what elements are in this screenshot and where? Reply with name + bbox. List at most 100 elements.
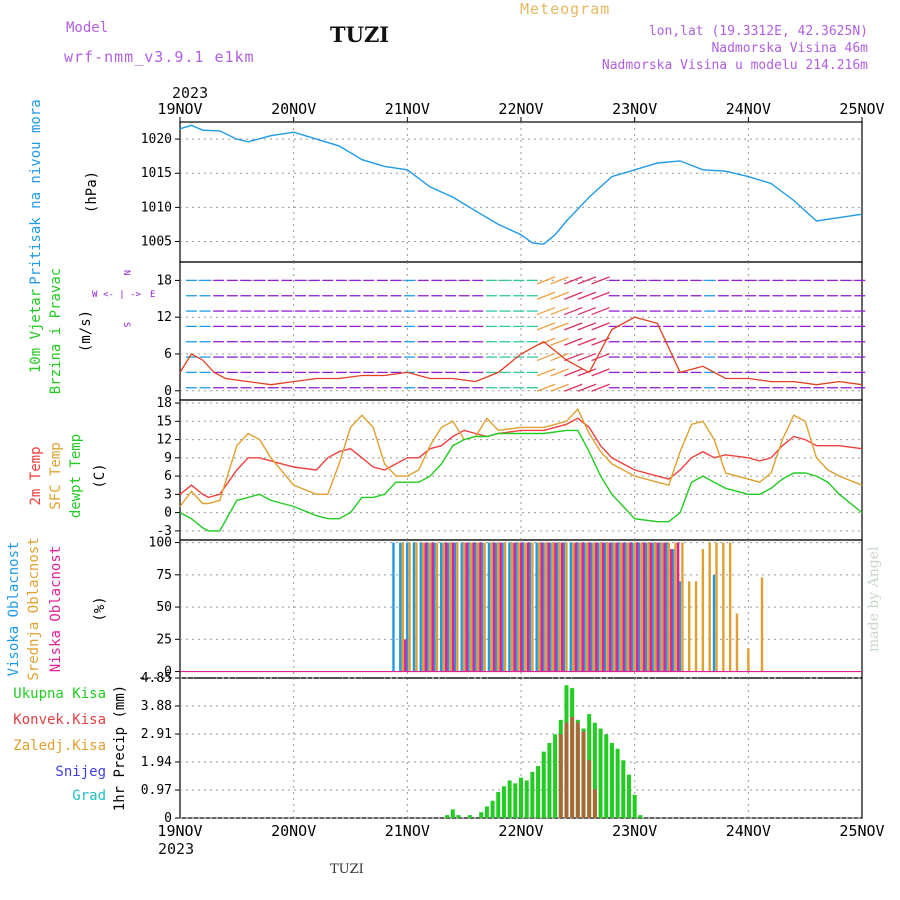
wind-barb <box>564 322 583 331</box>
cloud-bar <box>424 542 427 672</box>
cloud-bar <box>445 542 448 672</box>
precip-bar <box>598 728 603 818</box>
wind-barb <box>577 352 597 362</box>
cloud-bar <box>399 542 402 672</box>
cloud-bar <box>640 542 643 672</box>
cloud-bar <box>547 542 550 672</box>
wind-barb <box>536 291 556 300</box>
cloud-bar <box>521 542 525 672</box>
cloud-bar <box>569 542 572 672</box>
wind-barb <box>564 291 583 300</box>
precip-legend-item: Ukupna Kisa <box>13 686 106 702</box>
precip-bar <box>456 815 461 818</box>
cloud-bar <box>663 542 666 672</box>
cloud-bar <box>492 542 496 672</box>
cloud-bar <box>653 542 657 672</box>
precip-bar <box>536 766 541 818</box>
precip-bar <box>450 809 455 818</box>
cloud-bar <box>601 542 605 672</box>
cloud-bar <box>422 542 425 672</box>
wind-speed-line <box>179 316 863 386</box>
wind-barb <box>577 276 597 285</box>
temp-sfc-line <box>179 407 863 507</box>
cloud-bar <box>565 542 568 672</box>
cloud-bar <box>735 613 739 672</box>
wind-barb <box>536 368 556 377</box>
date-label-bottom: 21NOV <box>385 822 430 840</box>
cloud-bar <box>647 542 650 672</box>
date-label-top: 22NOV <box>498 100 543 118</box>
cloud-bar <box>588 542 591 672</box>
cloud-bar <box>435 542 439 672</box>
wind-barb <box>550 322 569 331</box>
y-tick-label: 9 <box>164 451 172 466</box>
cloud-bar <box>624 542 627 672</box>
cloud-bar <box>531 542 534 672</box>
date-label-top: 25NOV <box>839 100 884 118</box>
wind-barbs <box>185 276 866 392</box>
cloud-bar <box>619 542 623 672</box>
precip-bar <box>530 771 535 818</box>
cloud-bar <box>760 577 764 672</box>
cloud-bar <box>460 542 463 672</box>
cloud-bar <box>520 542 523 672</box>
cloud-bar <box>549 542 552 672</box>
cloud-bar <box>467 542 470 672</box>
cloud-bar <box>558 542 561 672</box>
cloud-bar <box>405 542 409 672</box>
y-tick-label: 0 <box>164 665 172 680</box>
cloud-bar <box>508 542 511 672</box>
cloud-bar <box>510 542 514 672</box>
cloud-bar <box>497 542 500 672</box>
y-tick-label: 0 <box>164 506 172 521</box>
precip-legend-item: Konvek.Kisa <box>13 712 106 728</box>
cloud-bar <box>688 581 691 672</box>
y-tick-label: 6 <box>164 469 172 484</box>
panel-frame <box>179 121 863 263</box>
y-tick-label: 12 <box>156 310 172 325</box>
precip-bar <box>626 774 631 818</box>
y-tick-label: 15 <box>156 414 172 429</box>
cloud-bar <box>578 542 582 672</box>
y-tick-label: 18 <box>156 273 172 288</box>
y-tick-label: 6 <box>164 347 172 362</box>
date-label-bottom: 22NOV <box>498 822 543 840</box>
wind-barb <box>550 337 569 346</box>
cloud-bar <box>667 542 670 672</box>
cloud-bar <box>590 542 593 672</box>
date-label-bottom: 23NOV <box>612 822 657 840</box>
cloud-bar <box>483 542 486 672</box>
precip-bar <box>632 794 637 818</box>
cloud-bar <box>537 542 541 672</box>
cloud-bar <box>629 542 632 672</box>
precip-bar <box>604 734 609 818</box>
y-tick-label: 12 <box>156 433 172 448</box>
model-elevation-label: Nadmorska Visina u modelu 214.216m <box>601 58 868 73</box>
cloud-bar <box>615 542 618 672</box>
cloud-bar <box>428 542 432 672</box>
cloud-bar <box>524 542 527 672</box>
cloud-bar <box>446 542 450 672</box>
wind-barb <box>577 291 597 300</box>
cloud-bar <box>635 542 639 672</box>
cloud-bar <box>694 581 698 672</box>
panel-frame <box>179 261 863 401</box>
cloud-bar <box>603 542 607 672</box>
precip-bar <box>501 786 506 818</box>
wind-barb <box>536 352 556 362</box>
cloud-bar <box>431 542 434 672</box>
cloud-bar <box>671 549 675 672</box>
cloud-bar <box>453 542 457 672</box>
wind-barb <box>536 383 556 392</box>
cloud-bar <box>479 542 482 672</box>
cloud-bar <box>644 542 648 672</box>
cloud-bar <box>617 542 620 672</box>
cloud-bar <box>637 542 641 672</box>
precip-legend-item: Grad <box>72 788 106 804</box>
date-label-bottom: 19NOV <box>157 822 202 840</box>
precip-bar <box>592 789 597 818</box>
cloud-bar <box>474 542 477 672</box>
cloud-bar <box>503 542 507 672</box>
precip-bar <box>587 760 592 818</box>
precip-bar <box>564 722 569 818</box>
